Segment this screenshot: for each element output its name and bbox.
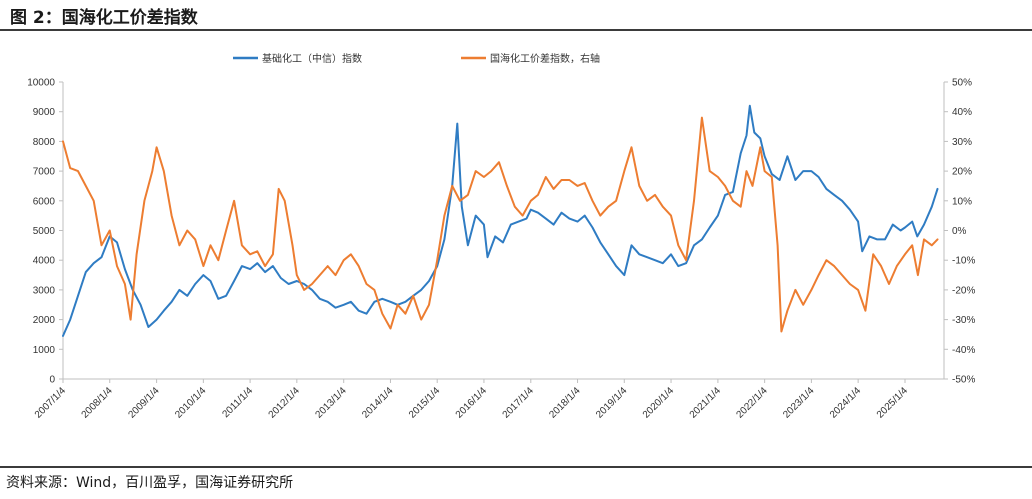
legend-label-series1: 基础化工（中信）指数 xyxy=(262,52,362,65)
x-tick-label: 2020/1/4 xyxy=(641,385,677,421)
right-tick-label: 40% xyxy=(952,107,972,118)
chart-axes: 0 1000 2000 3000 4000 5000 6000 7000 8000 9000 100… xyxy=(27,78,975,421)
left-tick-label: 4000 xyxy=(33,256,56,267)
x-tick-label: 2017/1/4 xyxy=(501,385,537,421)
series-line-1 xyxy=(62,104,939,337)
x-tick-label: 2021/1/4 xyxy=(688,385,724,421)
bottom-rule xyxy=(0,466,1032,468)
right-tick-label: 10% xyxy=(952,196,972,207)
x-tick-label: 2016/1/4 xyxy=(454,385,490,421)
x-tick-label: 2015/1/4 xyxy=(407,385,443,421)
line-chart: 基础化工（中信）指数 国海化工价差指数，右轴 0 1000 2000 3000 4000… xyxy=(27,52,975,421)
x-tick-label: 2024/1/4 xyxy=(828,385,864,421)
plot-area xyxy=(62,104,939,337)
x-tick-label: 2019/1/4 xyxy=(594,385,630,421)
right-tick-label: 20% xyxy=(952,167,972,178)
x-tick-label: 2012/1/4 xyxy=(267,385,303,421)
series-line-2 xyxy=(62,116,939,333)
figure-title: 图 2：国海化工价差指数 xyxy=(10,8,198,28)
right-tick-label: -20% xyxy=(952,285,975,296)
left-tick-label: 5000 xyxy=(33,226,56,237)
legend-label-series2: 国海化工价差指数，右轴 xyxy=(490,52,600,65)
x-tick-label: 2014/1/4 xyxy=(360,385,396,421)
left-tick-label: 2000 xyxy=(33,315,56,326)
x-tick-label: 2022/1/4 xyxy=(734,385,770,421)
left-tick-label: 6000 xyxy=(33,196,56,207)
right-tick-label: -10% xyxy=(952,256,975,267)
right-tick-label: 50% xyxy=(952,78,972,89)
source-note: 资料来源：Wind，百川盈孚，国海证券研究所 xyxy=(6,475,294,491)
left-tick-label: 9000 xyxy=(33,107,56,118)
right-tick-label: -30% xyxy=(952,315,975,326)
x-tick-label: 2013/1/4 xyxy=(314,385,350,421)
left-tick-label: 1000 xyxy=(33,345,56,356)
x-tick-label: 2008/1/4 xyxy=(80,385,116,421)
x-tick-label: 2009/1/4 xyxy=(126,385,162,421)
top-rule xyxy=(0,29,1032,31)
left-tick-label: 7000 xyxy=(33,167,56,178)
right-tick-label: 0% xyxy=(952,226,967,237)
left-tick-label: 8000 xyxy=(33,137,56,148)
x-tick-label: 2025/1/4 xyxy=(875,385,911,421)
x-tick-label: 2007/1/4 xyxy=(33,385,69,421)
left-tick-label: 0 xyxy=(49,375,55,386)
left-tick-label: 3000 xyxy=(33,285,56,296)
right-tick-label: 30% xyxy=(952,137,972,148)
x-tick-label: 2023/1/4 xyxy=(781,385,817,421)
x-tick-label: 2010/1/4 xyxy=(173,385,209,421)
chart-legend: 基础化工（中信）指数 国海化工价差指数，右轴 xyxy=(233,52,600,65)
right-tick-label: -40% xyxy=(952,345,975,356)
x-tick-label: 2011/1/4 xyxy=(220,385,255,420)
right-tick-label: -50% xyxy=(952,375,975,386)
x-tick-label: 2018/1/4 xyxy=(547,385,583,421)
left-tick-label: 10000 xyxy=(27,78,55,89)
